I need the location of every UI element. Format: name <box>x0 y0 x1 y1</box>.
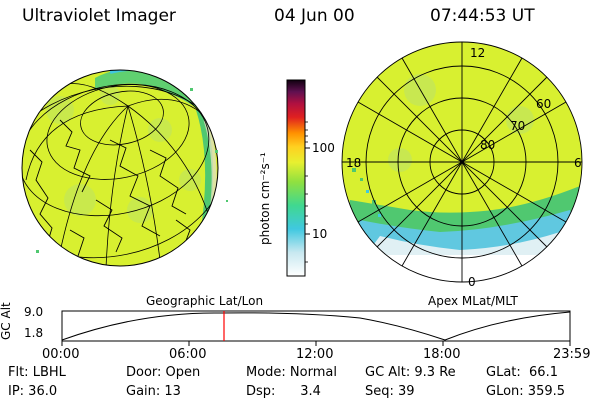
altitude-xtick-2359: 23:59 <box>553 347 591 362</box>
mlt-label-6: 6 <box>574 156 582 170</box>
mlat-label-80: 80 <box>480 138 496 152</box>
app-title: Ultraviolet Imager <box>22 6 176 26</box>
altitude-xtick-1800: 18:00 <box>423 347 461 362</box>
mlt-label-0: 0 <box>468 275 476 289</box>
info-dsp: Dsp: 3.4 <box>246 384 321 399</box>
colorbar-unit-label: photon cm⁻²s⁻¹ <box>258 152 272 245</box>
date-label: 04 Jun 00 <box>274 6 355 26</box>
info-door: Door: Open <box>126 365 201 380</box>
colorbar-label-100: 100 <box>312 141 335 155</box>
altitude-ytick-9: 9.0 <box>24 305 44 319</box>
altitude-xtick-1200: 12:00 <box>296 347 334 362</box>
mlat-label-70: 70 <box>510 119 526 133</box>
colorbar-gradient <box>286 79 306 277</box>
info-mode: Mode: Normal <box>246 365 337 380</box>
mlat-label-60: 60 <box>536 97 552 111</box>
time-label: 07:44:53 UT <box>430 6 535 26</box>
altitude-xtick-0600: 06:00 <box>169 347 207 362</box>
polar-plot <box>341 41 583 283</box>
info-seq: Seq: 39 <box>365 384 415 399</box>
altitude-xtick-0000: 00:00 <box>42 347 80 362</box>
info-gc-alt: GC Alt: 9.3 Re <box>365 365 456 380</box>
altitude-curve <box>61 311 571 341</box>
geo-panel-caption: Geographic Lat/Lon <box>146 294 264 308</box>
colorbar-label-10: 10 <box>312 227 328 241</box>
colorbar <box>286 79 310 277</box>
altitude-ytick-1-8: 1.8 <box>24 326 44 340</box>
info-glat: GLat: 66.1 <box>486 365 558 380</box>
info-filter: Flt: LBHL <box>8 365 66 380</box>
info-glon: GLon: 359.5 <box>486 384 566 399</box>
altitude-axis-title: GC Alt <box>0 302 13 340</box>
altitude-plot <box>61 310 571 346</box>
mlt-label-18: 18 <box>346 156 362 170</box>
altitude-plot-frame <box>61 310 571 342</box>
mlt-label-12: 12 <box>470 46 486 60</box>
geographic-globe <box>21 69 228 267</box>
polar-panel-caption: Apex MLat/MLT <box>428 294 518 308</box>
info-ip: IP: 36.0 <box>8 384 58 399</box>
info-gain: Gain: 13 <box>126 384 181 399</box>
